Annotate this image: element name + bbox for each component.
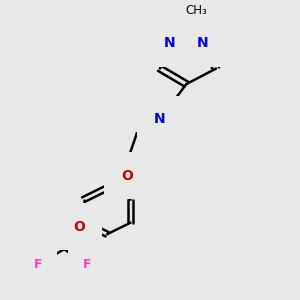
Text: N: N — [154, 112, 166, 126]
Text: O: O — [121, 169, 133, 183]
Text: O: O — [73, 220, 85, 234]
Text: N: N — [197, 36, 209, 50]
Text: N: N — [164, 36, 176, 50]
Text: F: F — [34, 258, 42, 271]
Text: F: F — [83, 258, 92, 271]
Text: CH₃: CH₃ — [185, 4, 207, 17]
